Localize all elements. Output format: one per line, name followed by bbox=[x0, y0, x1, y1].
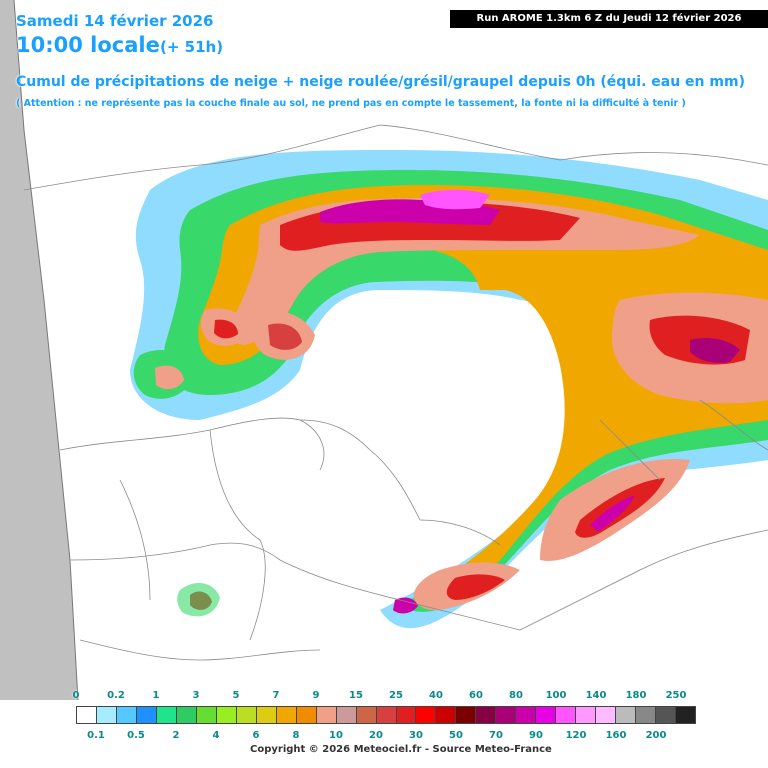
legend-swatch bbox=[676, 707, 696, 723]
region-borders bbox=[23, 124, 768, 661]
legend-swatch bbox=[116, 707, 137, 723]
legend-swatch bbox=[596, 707, 617, 723]
legend-swatch bbox=[276, 707, 297, 723]
legend-upper-label: 180 bbox=[625, 690, 647, 701]
legend-lower-label: 30 bbox=[409, 730, 423, 741]
legend-upper-label: 15 bbox=[349, 690, 363, 701]
legend-lower-label: 2 bbox=[172, 730, 180, 741]
legend-lower-label: 200 bbox=[645, 730, 667, 741]
legend-upper-label: 25 bbox=[389, 690, 403, 701]
copyright: Copyright © 2026 Meteociel.fr - Source M… bbox=[250, 744, 552, 755]
legend-swatch bbox=[316, 707, 337, 723]
legend-lower-label: 70 bbox=[489, 730, 503, 741]
legend-swatch bbox=[216, 707, 237, 723]
legend-swatch bbox=[516, 707, 537, 723]
legend-lower-label: 6 bbox=[252, 730, 260, 741]
legend-swatch bbox=[376, 707, 397, 723]
legend-upper-label: 140 bbox=[585, 690, 607, 701]
precip-zones bbox=[130, 150, 768, 629]
legend-lower-label: 120 bbox=[565, 730, 587, 741]
legend-upper-label: 5 bbox=[232, 690, 240, 701]
legend-lower-label: 4 bbox=[212, 730, 220, 741]
map-title: Cumul de précipitations de neige + neige… bbox=[16, 74, 745, 90]
legend-upper-label: 0 bbox=[72, 690, 80, 701]
legend-swatch bbox=[196, 707, 217, 723]
legend-lower-label: 90 bbox=[529, 730, 543, 741]
legend-upper-label: 9 bbox=[312, 690, 320, 701]
legend-swatch bbox=[396, 707, 417, 723]
legend-upper-label: 250 bbox=[665, 690, 687, 701]
legend-lower-label: 10 bbox=[329, 730, 343, 741]
legend-lower-label: 0.5 bbox=[127, 730, 145, 741]
coastline bbox=[13, 0, 79, 701]
legend-swatch bbox=[636, 707, 657, 723]
legend-swatch bbox=[296, 707, 317, 723]
legend-swatch bbox=[436, 707, 457, 723]
legend-lower-label: 20 bbox=[369, 730, 383, 741]
legend-swatch bbox=[136, 707, 157, 723]
legend-upper-label: 3 bbox=[192, 690, 200, 701]
legend-upper-label: 1 bbox=[152, 690, 160, 701]
run-info: Run AROME 1.3km 6 Z du Jeudi 12 février … bbox=[450, 10, 768, 28]
legend-swatch bbox=[96, 707, 117, 723]
legend-upper-label: 60 bbox=[469, 690, 483, 701]
forecast-time: 10:00 locale bbox=[16, 33, 160, 57]
forecast-date: Samedi 14 février 2026 bbox=[16, 12, 214, 30]
legend-swatch bbox=[336, 707, 357, 723]
legend-swatch bbox=[536, 707, 557, 723]
legend-swatch bbox=[496, 707, 517, 723]
legend-upper-label: 40 bbox=[429, 690, 443, 701]
legend-swatch bbox=[416, 707, 437, 723]
ocean-area bbox=[0, 0, 78, 700]
legend-swatch bbox=[356, 707, 377, 723]
legend-upper-label: 7 bbox=[272, 690, 280, 701]
legend-swatch bbox=[616, 707, 637, 723]
legend-lower-label: 50 bbox=[449, 730, 463, 741]
legend-lower-label: 8 bbox=[292, 730, 300, 741]
map-note: ( Attention : ne représente pas la couch… bbox=[16, 98, 686, 109]
legend-swatch bbox=[556, 707, 577, 723]
legend-swatch bbox=[456, 707, 477, 723]
legend-upper-label: 80 bbox=[509, 690, 523, 701]
legend-upper-label: 0.2 bbox=[107, 690, 125, 701]
legend-swatch bbox=[156, 707, 177, 723]
legend-swatch bbox=[476, 707, 497, 723]
legend-swatch bbox=[176, 707, 197, 723]
legend-swatch bbox=[656, 707, 677, 723]
forecast-lead: (+ 51h) bbox=[160, 38, 224, 56]
legend-lower-label: 0.1 bbox=[87, 730, 105, 741]
legend-lower-label: 160 bbox=[605, 730, 627, 741]
legend-swatch bbox=[576, 707, 597, 723]
legend-swatch bbox=[256, 707, 277, 723]
color-legend bbox=[76, 706, 696, 724]
legend-swatch bbox=[77, 707, 97, 723]
legend-swatch bbox=[236, 707, 257, 723]
legend-upper-label: 100 bbox=[545, 690, 567, 701]
